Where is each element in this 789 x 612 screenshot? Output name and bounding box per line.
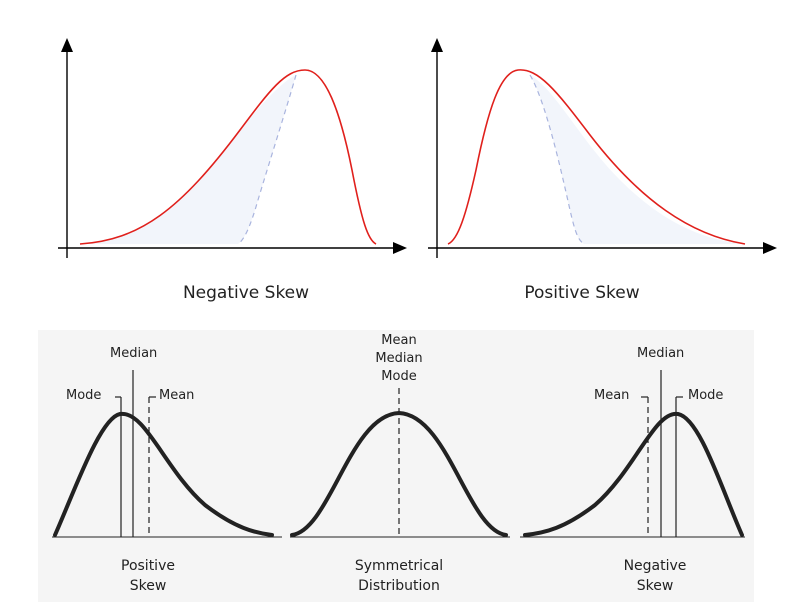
bottom-negative-caption: Negative Skew [585,556,725,596]
bottom-positive-median-label: Median [110,346,158,361]
bottom-negative-mode-label: Mode [688,388,724,403]
bottom-negative-caption-line1: Negative [623,558,687,574]
bottom-symmetrical-median-label: Median [375,351,423,366]
bottom-positive-skew-plot [52,370,282,538]
bottom-negative-skew-plot [520,370,745,538]
bottom-negative-caption-line2: Skew [636,578,674,594]
positive-skew-caption: Positive Skew [524,283,640,303]
bottom-negative-median-label: Median [637,346,685,361]
positive-skew-mean-dashed-line [529,74,585,245]
bottom-symmetrical-caption: Symmetrical Distribution [329,556,469,596]
positive-skew-shaded-area [530,75,745,244]
bottom-positive-mean-label: Mean [159,388,195,403]
positive-skew-curve [447,69,746,245]
positive-skew-y-arrow [431,38,443,52]
bottom-positive-curve [53,411,274,537]
bottom-negative-curve [523,411,744,537]
negative-skew-shaded-area [80,75,296,244]
negative-skew-plot [58,38,407,258]
bottom-symmetrical-mean-label: Mean [381,333,417,348]
bottom-symmetrical-caption-line2: Distribution [358,578,440,594]
bottom-symmetrical-plot [290,388,510,538]
negative-skew-caption: Negative Skew [182,283,310,303]
negative-skew-y-arrow [61,38,73,52]
bottom-positive-caption: Positive Skew [78,556,218,596]
bottom-positive-caption-line1: Positive [121,558,175,574]
bottom-positive-mode-label: Mode [66,388,102,403]
bottom-symmetrical-mode-label: Mode [381,369,417,384]
negative-skew-x-arrow [393,242,407,254]
bottom-negative-mean-label: Mean [594,388,630,403]
bottom-symmetrical-caption-line1: Symmetrical [354,558,444,574]
positive-skew-x-arrow [763,242,777,254]
bottom-panel-background [38,330,754,602]
negative-skew-mean-dashed-line [237,74,297,245]
bottom-positive-caption-line2: Skew [129,578,167,594]
negative-skew-curve [79,69,377,245]
positive-skew-plot [428,38,777,258]
